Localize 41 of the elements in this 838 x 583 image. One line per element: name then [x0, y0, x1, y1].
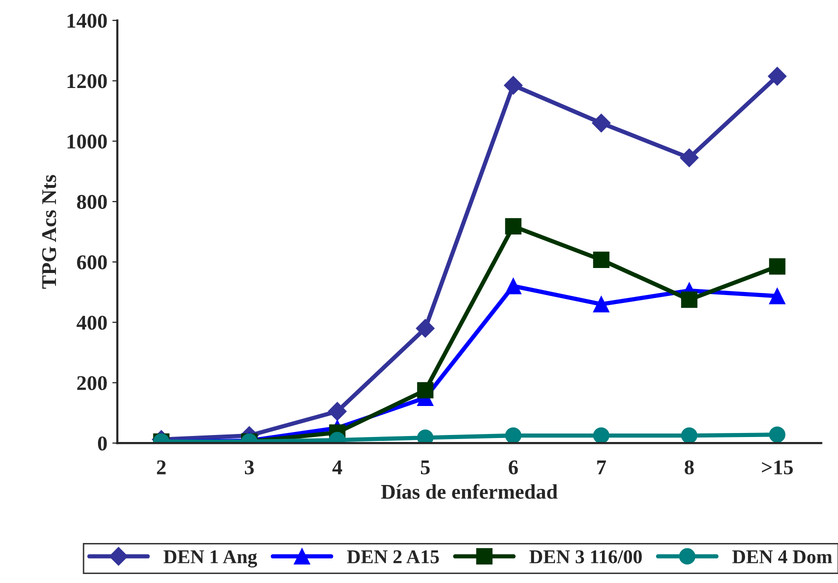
x-tick-label: 3 [244, 460, 254, 474]
point [769, 288, 786, 304]
point [681, 292, 698, 308]
point [505, 427, 522, 444]
x-tick-label: 4 [332, 460, 342, 474]
point [505, 278, 522, 294]
legend-label: DEN 4 Dom [732, 550, 832, 564]
x-tick-label: 7 [597, 460, 606, 474]
point [504, 76, 523, 95]
point [768, 66, 787, 86]
x-tick-label: >15 [762, 460, 793, 474]
x-tick-label: 6 [508, 460, 518, 474]
y-tick-label: 1400 [68, 14, 107, 28]
point [769, 426, 786, 443]
point [680, 148, 699, 168]
y-tick-label: 800 [77, 194, 107, 209]
x-tick-label: 8 [684, 460, 694, 474]
point [593, 252, 610, 268]
x-tick-label: 5 [420, 460, 430, 474]
legend-label: DEN 1 Ang [164, 550, 258, 568]
point [681, 427, 698, 444]
point [328, 402, 347, 421]
point [592, 114, 611, 132]
y-tick-label: 1000 [68, 134, 107, 149]
y-tick-label: 1200 [68, 74, 107, 88]
point [417, 382, 434, 398]
y-tick-label: 0 [98, 436, 107, 451]
y-axis-title: TPG Acs Nts [42, 174, 56, 289]
legend-label: DEN 3 116/00 [529, 550, 642, 564]
point [593, 427, 610, 444]
point [417, 429, 434, 444]
point [593, 296, 610, 312]
point [769, 258, 786, 275]
point [505, 218, 522, 234]
x-axis-title: Días de enfermedad [381, 484, 558, 499]
y-tick-label: 600 [77, 255, 107, 270]
legend-label: DEN 2 A15 [347, 550, 439, 564]
y-tick-label: 400 [76, 316, 107, 330]
y-tick-label: 200 [77, 376, 107, 390]
x-tick-label: 2 [156, 460, 166, 474]
point [416, 318, 435, 338]
